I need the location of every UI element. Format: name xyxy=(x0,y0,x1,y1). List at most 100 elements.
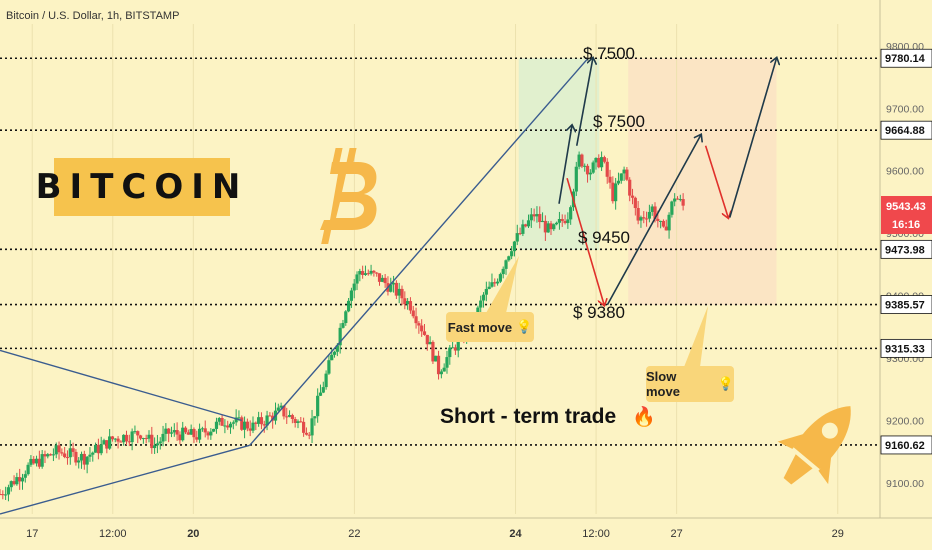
candle-body xyxy=(428,341,432,345)
candle xyxy=(71,442,75,457)
candle-body xyxy=(363,273,368,275)
candle xyxy=(4,486,8,501)
candle xyxy=(313,416,317,426)
candle xyxy=(9,480,13,492)
candle xyxy=(633,196,637,216)
level-price-tag xyxy=(880,239,932,259)
candle xyxy=(425,334,429,351)
candle xyxy=(124,430,129,445)
candle-body xyxy=(192,429,196,438)
forecast-arrow xyxy=(575,58,593,146)
candle xyxy=(197,423,202,444)
candle xyxy=(616,172,621,186)
candle xyxy=(341,319,345,329)
candle-countdown-label: 16:16 xyxy=(892,219,920,231)
candle-body xyxy=(585,165,590,175)
candle-body xyxy=(580,154,584,167)
candles-layer xyxy=(0,151,685,502)
candle xyxy=(183,426,188,435)
candle xyxy=(316,388,320,423)
candle-body xyxy=(611,182,615,202)
candle-body xyxy=(223,425,227,427)
candle xyxy=(363,265,368,276)
candle-body xyxy=(102,440,106,445)
candle xyxy=(625,167,629,182)
candle xyxy=(136,430,140,444)
candle xyxy=(422,324,427,336)
candle xyxy=(507,255,511,262)
candle xyxy=(549,220,553,235)
candle-body xyxy=(172,430,176,433)
candle xyxy=(226,420,230,430)
candle-body xyxy=(678,199,682,201)
candle xyxy=(439,369,443,379)
candle-body xyxy=(259,417,264,425)
candle-body xyxy=(510,251,514,257)
candle-body xyxy=(116,438,120,442)
candle-body xyxy=(335,345,339,352)
candle-body xyxy=(228,423,233,428)
candle xyxy=(102,438,106,445)
candle xyxy=(141,437,145,444)
current-price-label: 9543.43 xyxy=(886,201,926,213)
candle-body xyxy=(254,422,258,424)
candle-body xyxy=(34,458,39,464)
candle-body xyxy=(442,367,446,372)
candle xyxy=(644,211,649,227)
candle xyxy=(153,437,157,454)
candle-body xyxy=(358,271,362,275)
x-tick-label: 27 xyxy=(670,528,682,540)
x-tick-label: 22 xyxy=(348,528,360,540)
candle xyxy=(566,212,570,229)
candle xyxy=(667,212,671,239)
candle-body xyxy=(636,208,640,221)
candle-body xyxy=(583,165,587,167)
candle xyxy=(93,442,98,453)
forecast-arrow xyxy=(729,58,777,218)
candle xyxy=(594,157,598,170)
candle xyxy=(628,177,632,202)
candle-body xyxy=(594,157,598,163)
candle-body xyxy=(138,435,143,439)
candle-body xyxy=(37,458,41,467)
candle xyxy=(512,240,517,257)
candle xyxy=(585,163,590,183)
candle xyxy=(377,273,382,286)
candle xyxy=(29,455,33,467)
candle xyxy=(178,431,182,445)
candle xyxy=(583,163,587,172)
candle-body xyxy=(133,431,137,433)
candle xyxy=(65,450,70,465)
brand-box: BITCOIN xyxy=(36,158,240,216)
candle-body xyxy=(23,474,27,478)
current-price-tag xyxy=(881,195,932,234)
candle-body xyxy=(656,218,660,222)
candle-body xyxy=(82,453,86,465)
candle-body xyxy=(321,387,325,393)
candle xyxy=(99,436,103,456)
candle-body xyxy=(524,224,528,227)
candle xyxy=(91,451,95,462)
candle-body xyxy=(26,464,30,475)
candle-body xyxy=(20,477,25,482)
candle-body xyxy=(15,477,19,485)
candle-body xyxy=(268,415,272,417)
candle-body xyxy=(397,288,401,296)
fast-move-text: Fast move xyxy=(447,319,513,335)
candle xyxy=(546,221,550,233)
candle-body xyxy=(71,448,75,452)
candle-body xyxy=(330,354,334,361)
fast-move-callout: Fast move 💡 xyxy=(446,312,534,342)
candle xyxy=(394,280,398,299)
candle-body xyxy=(417,323,421,326)
candle-body xyxy=(60,452,64,454)
candle xyxy=(68,440,72,465)
target-label-middle: $ 7500 xyxy=(593,112,645,131)
candle-body xyxy=(490,282,494,287)
candle xyxy=(251,416,255,434)
candle-body xyxy=(608,176,612,183)
candle-body xyxy=(32,458,36,464)
candle xyxy=(79,451,84,469)
